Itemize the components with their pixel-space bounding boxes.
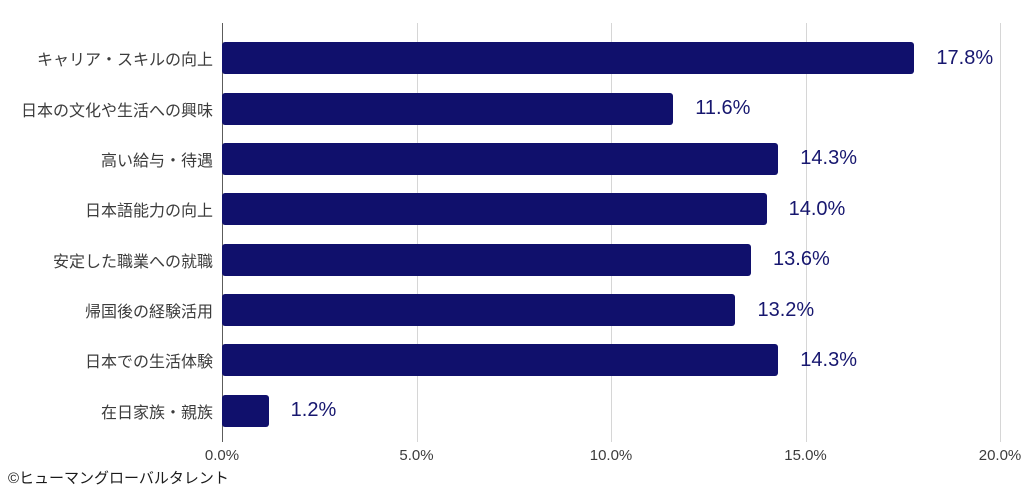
- gridline-10pct: [611, 23, 612, 442]
- category-label: キャリア・スキルの向上: [36, 52, 213, 70]
- value-label: 14.0%: [788, 197, 846, 220]
- chart-row: 在日家族・親族 1.2%: [101, 386, 1000, 436]
- y-axis-line: [222, 23, 223, 442]
- value-label: 13.2%: [757, 298, 815, 321]
- category-label: 日本語能力の向上: [84, 203, 213, 221]
- chart-row: キャリア・スキルの向上 17.8%: [37, 33, 1000, 83]
- x-tick-label: 0.0%: [204, 447, 240, 464]
- bar-rows: キャリア・スキルの向上 17.8% 日本の文化や生活への興味 11.6% 高い給…: [21, 23, 1000, 442]
- x-tick-label: 20.0%: [978, 447, 1022, 464]
- x-tick-label: 10.0%: [589, 447, 633, 464]
- chart-row: 日本の文化や生活への興味 11.6%: [21, 83, 1000, 133]
- category-label: 安定した職業への就職: [52, 253, 213, 271]
- category-label: 在日家族・親族: [100, 404, 213, 422]
- chart-row: 高い給与・待遇 14.3%: [101, 134, 1000, 184]
- gridline-5pct: [416, 23, 418, 442]
- chart-row: 日本語能力の向上 14.0%: [85, 184, 1000, 234]
- bar: [222, 294, 736, 327]
- category-label: 日本での生活体験: [84, 354, 213, 372]
- chart-row: 安定した職業への就職 13.6%: [53, 235, 1000, 285]
- value-label: 11.6%: [695, 97, 751, 120]
- value-label: 14.3%: [800, 147, 857, 170]
- bar: [222, 92, 674, 125]
- gridline-15pct: [805, 23, 807, 442]
- bar: [222, 394, 269, 427]
- bar: [222, 142, 779, 175]
- chart-row: 日本での生活体験 14.3%: [85, 335, 1000, 385]
- x-tick-label: 15.0%: [784, 447, 827, 464]
- category-label: 高い給与・待遇: [100, 152, 213, 170]
- value-label: 13.6%: [773, 248, 830, 271]
- bar: [222, 344, 779, 377]
- bar: [222, 42, 915, 75]
- category-label: 日本の文化や生活への興味: [20, 102, 213, 120]
- value-label: 1.2%: [290, 399, 337, 422]
- value-label: 17.8%: [936, 46, 994, 69]
- bar: [222, 193, 767, 226]
- chart-row: 帰国後の経験活用 13.2%: [85, 285, 1000, 335]
- value-label: 14.3%: [800, 348, 857, 371]
- gridline-20pct: [1000, 23, 1001, 442]
- category-label: 帰国後の経験活用: [84, 304, 213, 322]
- bar: [222, 243, 752, 276]
- copyright-credit: ©ヒューマングローバルタレント: [8, 470, 229, 487]
- x-tick-label: 5.0%: [399, 447, 434, 464]
- x-axis: 0.0% 5.0% 10.0% 15.0% 20.0%: [205, 447, 1021, 467]
- plot-area: キャリア・スキルの向上 17.8% 日本の文化や生活への興味 11.6% 高い給…: [21, 23, 1001, 442]
